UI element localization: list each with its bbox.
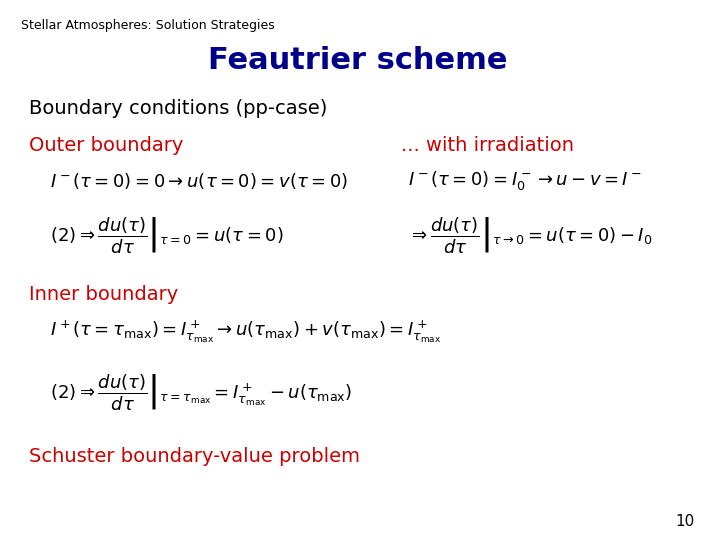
Text: $I^-(\tau=0)=I_0^- \rightarrow u-v=I^-$: $I^-(\tau=0)=I_0^- \rightarrow u-v=I^-$ xyxy=(408,170,642,192)
Text: 10: 10 xyxy=(675,514,694,529)
Text: Stellar Atmospheres: Solution Strategies: Stellar Atmospheres: Solution Strategies xyxy=(22,19,275,32)
Text: ... with irradiation: ... with irradiation xyxy=(401,136,574,156)
Text: Boundary conditions (pp-case): Boundary conditions (pp-case) xyxy=(29,98,327,118)
Text: $I^-(\tau=0)=0 \rightarrow u(\tau=0)=v(\tau=0)$: $I^-(\tau=0)=0 \rightarrow u(\tau=0)=v(\… xyxy=(50,171,348,191)
Text: $(2) \Rightarrow \left.\dfrac{du(\tau)}{d\tau}\right|_{\tau=0} = u(\tau=0)$: $(2) \Rightarrow \left.\dfrac{du(\tau)}{… xyxy=(50,215,284,255)
Text: $(2) \Rightarrow \left.\dfrac{du(\tau)}{d\tau}\right|_{\tau=\tau_{\max}} = I^+_{: $(2) \Rightarrow \left.\dfrac{du(\tau)}{… xyxy=(50,372,352,411)
Text: $I^+(\tau=\tau_{\max})=I^+_{\tau_{\max}} \rightarrow u(\tau_{\max})+v(\tau_{\max: $I^+(\tau=\tau_{\max})=I^+_{\tau_{\max}}… xyxy=(50,319,441,345)
Text: $\Rightarrow \left.\dfrac{du(\tau)}{d\tau}\right|_{\tau\to 0} = u(\tau=0)-I_0$: $\Rightarrow \left.\dfrac{du(\tau)}{d\ta… xyxy=(408,215,652,255)
Text: Inner boundary: Inner boundary xyxy=(29,285,178,304)
Text: Outer boundary: Outer boundary xyxy=(29,136,183,156)
Text: Feautrier scheme: Feautrier scheme xyxy=(208,46,508,75)
Text: Schuster boundary-value problem: Schuster boundary-value problem xyxy=(29,447,359,466)
